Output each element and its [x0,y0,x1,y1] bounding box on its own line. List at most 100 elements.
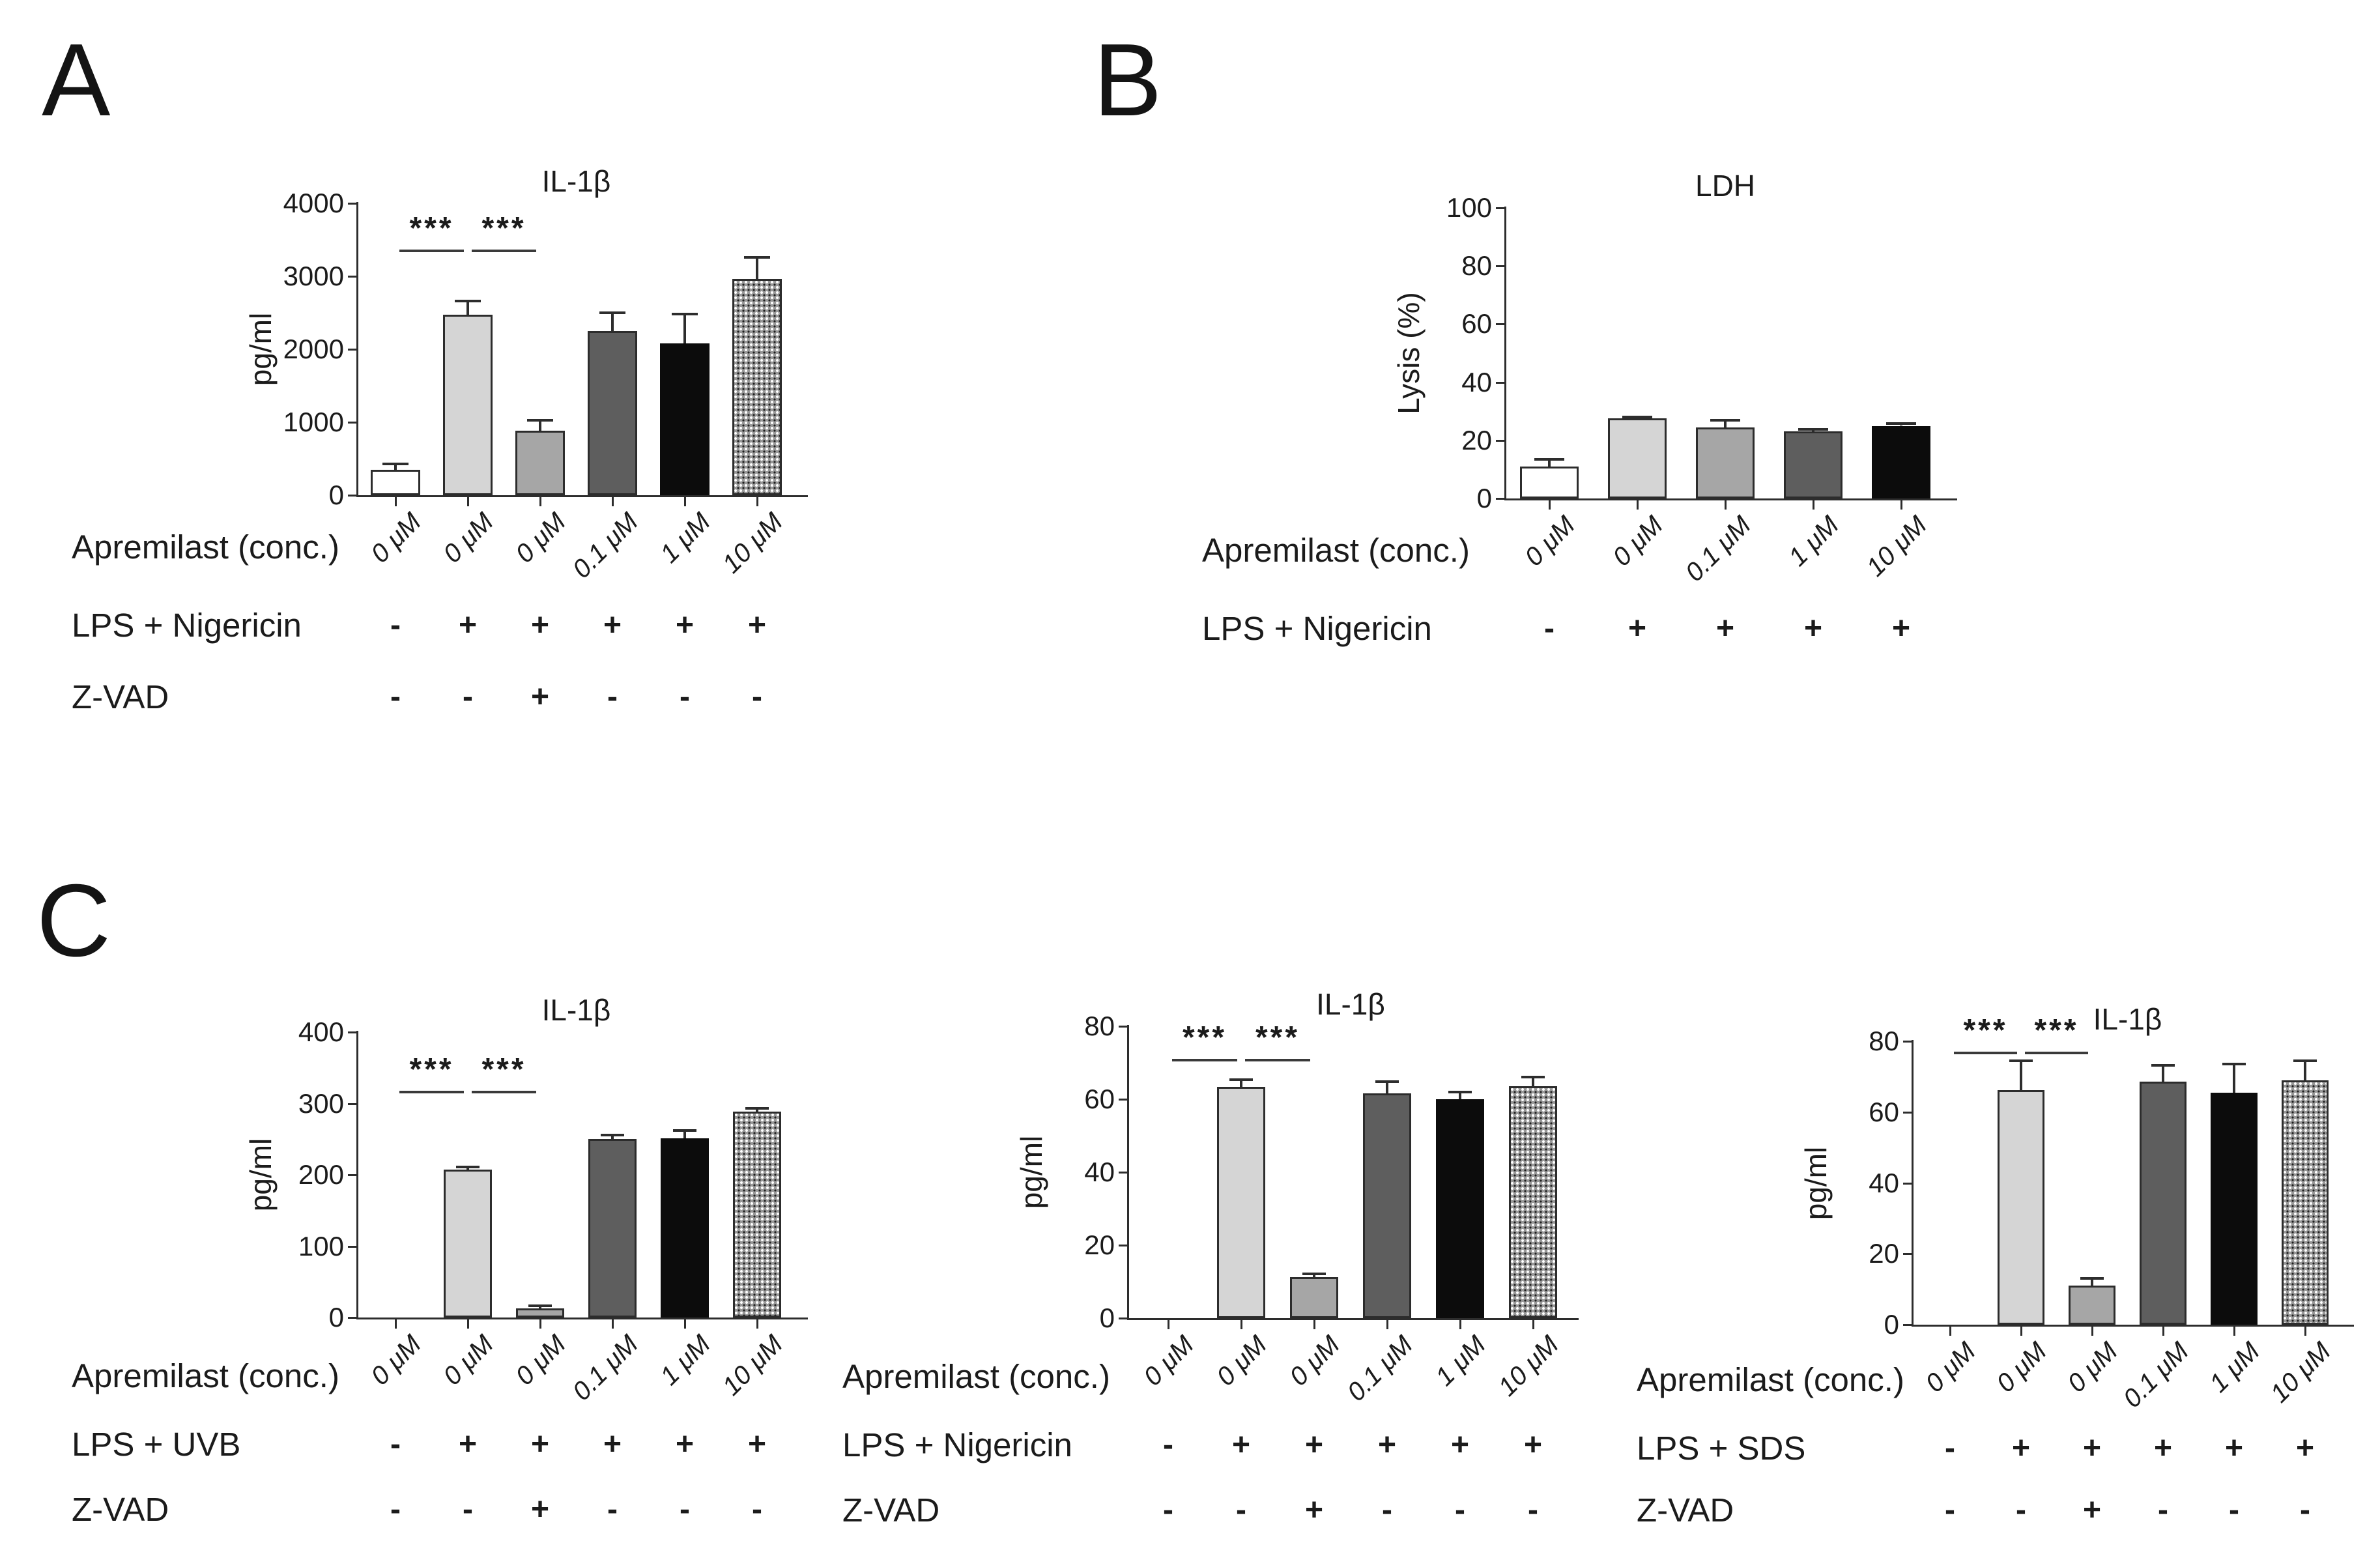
x-axis-line [1127,1318,1579,1320]
y-tick-label: 20 [1084,1230,1115,1260]
condition-symbol: + [1377,1428,1397,1462]
error-bar-cap [456,1165,480,1168]
condition-symbol: - [1236,1493,1246,1527]
condition-symbol: + [1523,1428,1543,1462]
error-bar-line [756,257,758,280]
significance-stars: *** [481,1052,526,1087]
y-tick-mark [1119,1026,1128,1028]
error-bar-cap [1521,1076,1545,1079]
bar [1290,1277,1338,1318]
bar [1608,418,1667,498]
condition-symbol: - [390,680,401,714]
y-tick-mark [1119,1245,1128,1246]
error-bar-line [539,420,541,431]
y-tick-mark [1496,323,1505,326]
y-tick-label: 200 [298,1159,344,1190]
condition-symbol: + [458,1427,478,1462]
error-bar-cap [745,1107,769,1110]
y-tick-label: 0 [328,1302,344,1332]
y-tick-mark [1903,1324,1912,1326]
y-axis-line [1912,1040,1914,1325]
bar [661,1138,709,1318]
condition-symbol: - [680,680,690,714]
y-tick-mark [1496,381,1505,384]
condition-symbol: - [463,680,473,714]
condition-row-label: LPS + SDS [1637,1430,1806,1467]
x-tick-mark [1532,1320,1534,1329]
condition-symbol: - [1945,1431,1955,1465]
x-tick-mark [756,1319,758,1329]
y-tick-mark [1496,265,1505,268]
error-bar-cap [2151,1063,2175,1067]
y-tick-label: 3000 [283,261,344,291]
significance-stars: *** [2034,1013,2079,1048]
x-axis-line [1912,1325,2354,1327]
y-tick-label: 60 [1869,1096,1899,1127]
condition-symbol: - [752,680,762,714]
condition-symbol: - [1455,1493,1465,1527]
error-bar-cap [528,1304,552,1308]
condition-symbol: - [463,1492,473,1527]
y-tick-label: 400 [298,1016,344,1047]
bar [2140,1081,2186,1325]
condition-symbol: + [2082,1431,2102,1465]
error-bar-cap [1302,1272,1326,1275]
condition-symbol: + [530,1427,550,1462]
condition-row-label: Z-VAD [1637,1491,1734,1529]
significance-line [1954,1052,2017,1055]
bar [2282,1080,2329,1325]
y-tick-label: 4000 [283,188,344,218]
error-bar-line [394,463,397,470]
y-tick-label: 100 [298,1230,344,1261]
x-tick-mark [2162,1327,2164,1336]
y-tick-mark [1496,498,1505,500]
error-bar-line [2233,1064,2235,1093]
panel-label-b: B [1093,23,1162,137]
condition-symbol: + [2082,1493,2102,1527]
condition-symbol: + [1450,1428,1470,1462]
x-tick-mark [539,1319,541,1329]
y-tick-label: 20 [1869,1238,1899,1269]
y-tick-mark [1496,439,1505,442]
condition-symbol: + [530,680,550,714]
condition-symbol: + [747,1427,767,1462]
error-bar-line [1724,420,1727,427]
condition-symbol: + [1627,611,1647,646]
condition-symbol: + [675,1427,695,1462]
bar [1784,431,1842,498]
condition-symbol: - [680,1492,690,1527]
x-tick-mark [1724,500,1727,510]
error-bar-line [611,1134,614,1140]
bar [516,1308,564,1318]
y-tick-mark [348,1102,357,1105]
error-bar-line [611,313,614,331]
x-tick-mark [683,1319,686,1329]
y-tick-label: 80 [1084,1011,1115,1041]
y-tick-mark [1119,1172,1128,1174]
bar [732,279,782,495]
y-axis-line [1127,1025,1129,1318]
y-tick-label: 0 [328,480,344,510]
condition-symbol: + [2224,1431,2244,1465]
condition-symbol: + [1891,611,1911,646]
x-tick-mark [1313,1320,1315,1329]
category-axis-row-label: Apremilast (conc.) [72,1357,339,1394]
y-axis-line [356,1031,358,1318]
y-tick-label: 0 [1884,1309,1899,1340]
category-axis-row-label: Apremilast (conc.) [72,528,339,566]
x-tick-mark [2304,1327,2306,1336]
significance-line [399,1090,464,1093]
y-tick-mark [348,495,357,497]
chart-title: IL-1β [2093,1002,2162,1036]
error-bar-line [2304,1060,2306,1080]
bar [1363,1093,1411,1318]
condition-symbol: - [607,1492,618,1527]
significance-stars: *** [1963,1013,2008,1048]
bar [1696,427,1755,498]
condition-symbol: - [607,680,618,714]
y-tick-mark [1903,1253,1912,1256]
